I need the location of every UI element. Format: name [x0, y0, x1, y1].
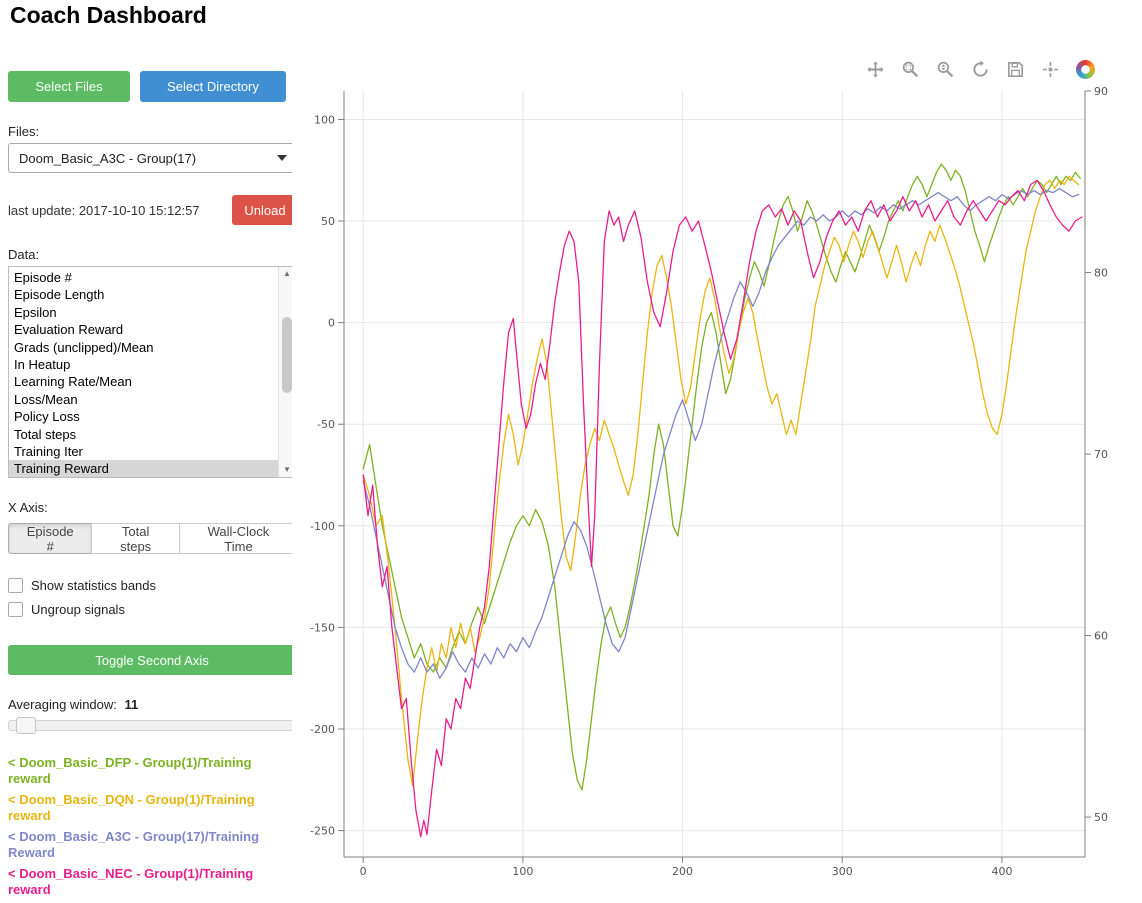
svg-text:-100: -100 — [310, 520, 335, 533]
x-axis-option-wall-clock-time[interactable]: Wall-Clock Time — [178, 523, 298, 554]
svg-text:100: 100 — [512, 865, 533, 875]
svg-text:60: 60 — [1094, 630, 1108, 643]
svg-text:70: 70 — [1094, 448, 1108, 461]
checkbox-label: Show statistics bands — [31, 578, 157, 593]
svg-text:50: 50 — [321, 215, 335, 228]
select-files-button[interactable]: Select Files — [8, 71, 130, 102]
slider-handle[interactable] — [16, 717, 36, 734]
wheel-zoom-icon[interactable] — [933, 57, 957, 87]
svg-text:-50: -50 — [317, 418, 335, 431]
x-axis-button-group: Episode # Total steps Wall-Clock Time — [8, 523, 298, 554]
data-list-item[interactable]: Epsilon — [14, 304, 57, 320]
scrollbar-thumb[interactable] — [282, 317, 292, 393]
svg-text:-150: -150 — [310, 621, 335, 634]
data-list-item[interactable]: Grads (unclipped)/Mean — [14, 339, 154, 355]
data-list-item[interactable]: Episode # — [14, 270, 72, 285]
bokeh-logo-icon[interactable] — [1073, 57, 1097, 87]
data-label: Data: — [8, 247, 40, 262]
chart-panel: 100 50 0 -50 -100 -150 -200 -250 90 80 70 60 50 0 100 2… — [292, 55, 1137, 877]
svg-text:80: 80 — [1094, 267, 1108, 280]
svg-text:300: 300 — [832, 865, 853, 875]
svg-text:90: 90 — [1094, 85, 1108, 98]
data-list-item[interactable]: Training Iter — [14, 444, 83, 460]
options-checkboxes: Show statistics bands Ungroup signals — [8, 578, 298, 617]
data-list-item[interactable]: Policy Loss — [14, 409, 80, 425]
reset-icon[interactable] — [968, 57, 992, 87]
last-update-text: last update: 2017-10-10 15:12:57 — [8, 202, 200, 218]
training-reward-chart[interactable]: 100 50 0 -50 -100 -150 -200 -250 90 80 70 60 50 0 100 2… — [292, 83, 1137, 875]
checkbox-label: Ungroup signals — [31, 602, 125, 617]
files-label: Files: — [8, 124, 40, 139]
svg-text:0: 0 — [328, 317, 335, 330]
files-select-value: Doom_Basic_A3C - Group(17) — [19, 150, 197, 166]
averaging-window-label: Averaging window: — [8, 697, 117, 712]
caret-down-icon — [277, 155, 287, 161]
legend: < Doom_Basic_DFP - Group(1)/Training rew… — [8, 755, 298, 897]
data-list-item[interactable]: Learning Rate/Mean — [14, 374, 132, 390]
svg-text:100: 100 — [314, 113, 335, 126]
data-list-item[interactable]: Episode Length — [14, 287, 105, 303]
save-icon[interactable] — [1003, 57, 1027, 87]
files-select[interactable]: Doom_Basic_A3C - Group(17) — [8, 143, 298, 173]
svg-text:50: 50 — [1094, 811, 1108, 824]
toggle-second-axis-button[interactable]: Toggle Second Axis — [8, 645, 296, 675]
svg-text:0: 0 — [360, 865, 367, 875]
x-axis-option-episode-[interactable]: Episode # — [8, 523, 93, 554]
file-buttons-row: Select Files Select Directory — [8, 71, 298, 102]
averaging-window-row: Averaging window: 11 — [8, 697, 298, 712]
data-listbox: Episode # Episode Length Epsilon Evaluation… — [8, 266, 296, 478]
data-list-item[interactable]: Loss/Mean — [14, 391, 78, 407]
averaging-window-value: 11 — [124, 697, 139, 712]
legend-item[interactable]: < Doom_Basic_DQN - Group(1)/Training rew… — [8, 792, 255, 823]
page-title: Coach Dashboard — [10, 2, 207, 28]
checkbox-row: Ungroup signals — [8, 602, 298, 617]
listbox-scrollbar[interactable] — [278, 267, 295, 477]
legend-item[interactable]: < Doom_Basic_NEC - Group(1)/Training rew… — [8, 866, 254, 897]
checkbox-row: Show statistics bands — [8, 578, 298, 593]
checkbox[interactable] — [8, 578, 23, 593]
data-list-item[interactable]: Evaluation Reward — [14, 322, 124, 338]
checkbox[interactable] — [8, 602, 23, 617]
data-list-item[interactable]: In Heatup — [14, 357, 71, 373]
bokeh-logo-icon — [1075, 59, 1095, 79]
data-list: Episode # Episode Length Epsilon Evaluation… — [9, 269, 279, 477]
data-list-item[interactable]: Total steps — [14, 426, 77, 442]
unload-button[interactable]: Unload — [232, 195, 298, 225]
select-directory-button[interactable]: Select Directory — [140, 71, 286, 102]
averaging-slider[interactable] — [8, 717, 298, 734]
svg-text:400: 400 — [991, 865, 1012, 875]
svg-text:-250: -250 — [310, 825, 335, 838]
legend-item[interactable]: < Doom_Basic_A3C - Group(17)/Training Re… — [8, 829, 260, 860]
data-list-item[interactable]: Training Reward — [9, 460, 279, 477]
last-update-row: last update: 2017-10-10 15:12:57 Unload — [8, 195, 298, 225]
pan-icon[interactable] — [863, 57, 887, 87]
x-axis-option-total-steps[interactable]: Total steps — [91, 523, 180, 554]
legend-item[interactable]: < Doom_Basic_DFP - Group(1)/Training rew… — [8, 755, 252, 786]
svg-text:200: 200 — [672, 865, 693, 875]
sidebar: Select Files Select Directory Files: Doo… — [8, 71, 298, 903]
svg-text:-200: -200 — [310, 723, 335, 736]
x-axis-label: X Axis: — [8, 500, 48, 515]
